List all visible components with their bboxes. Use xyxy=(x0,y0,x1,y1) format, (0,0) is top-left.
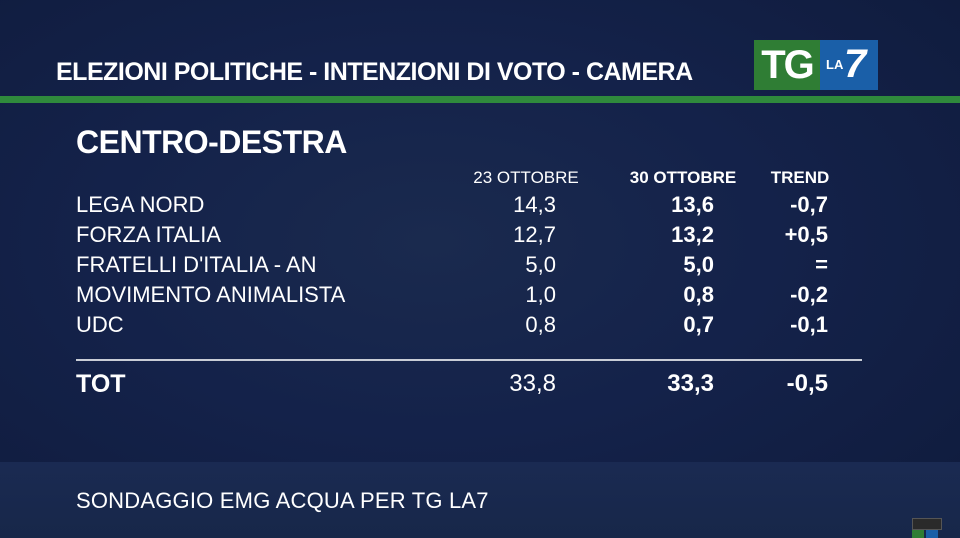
corner-badge xyxy=(912,518,942,530)
corner-blue-square xyxy=(926,530,938,538)
logo-seven: 7 xyxy=(844,42,867,86)
total-trend: -0,5 xyxy=(786,370,828,397)
logo-la7: LA 7 xyxy=(820,40,878,90)
logo-tg: TG xyxy=(754,40,820,90)
column-header-trend: TREND xyxy=(770,168,830,187)
party-name: UDC xyxy=(76,312,124,337)
value-date1: 5,0 xyxy=(525,252,556,277)
value-trend: -0,7 xyxy=(790,192,828,217)
footer-bar: SONDAGGIO EMG ACQUA PER TG LA7 xyxy=(0,462,960,538)
table-row: FORZA ITALIA 12,7 13,2 +0,5 xyxy=(0,222,960,252)
page-title: ELEZIONI POLITICHE - INTENZIONI DI VOTO … xyxy=(56,58,693,86)
value-date1: 12,7 xyxy=(513,222,556,247)
header-divider xyxy=(0,96,960,103)
total-divider xyxy=(76,359,862,361)
party-name: LEGA NORD xyxy=(76,192,205,217)
footer-source: SONDAGGIO EMG ACQUA PER TG LA7 xyxy=(76,488,489,513)
value-date1: 1,0 xyxy=(525,282,556,307)
column-header-date1: 23 OTTOBRE xyxy=(473,168,579,187)
total-label: TOT xyxy=(76,370,126,398)
party-name: MOVIMENTO ANIMALISTA xyxy=(76,282,346,307)
value-date2: 0,8 xyxy=(683,282,714,307)
table-row: LEGA NORD 14,3 13,6 -0,7 xyxy=(0,192,960,222)
value-trend: = xyxy=(815,252,828,277)
table-row: MOVIMENTO ANIMALISTA 1,0 0,8 -0,2 xyxy=(0,282,960,312)
section-title: CENTRO-DESTRA xyxy=(76,124,347,160)
tg-la7-logo: TG LA 7 xyxy=(754,40,878,90)
value-date2: 13,6 xyxy=(671,192,714,217)
total-date1: 33,8 xyxy=(509,370,556,397)
column-header-date2: 30 OTTOBRE xyxy=(629,168,737,187)
value-date2: 0,7 xyxy=(683,312,714,337)
table-row: FRATELLI D'ITALIA - AN 5,0 5,0 = xyxy=(0,252,960,282)
corner-green-square xyxy=(912,530,924,538)
value-trend: +0,5 xyxy=(784,222,828,247)
value-trend: -0,2 xyxy=(790,282,828,307)
party-name: FRATELLI D'ITALIA - AN xyxy=(76,252,317,277)
value-date2: 5,0 xyxy=(683,252,714,277)
value-date2: 13,2 xyxy=(671,222,714,247)
total-date2: 33,3 xyxy=(667,370,714,397)
logo-la: LA xyxy=(826,57,844,72)
party-name: FORZA ITALIA xyxy=(76,222,222,247)
value-date1: 0,8 xyxy=(525,312,556,337)
value-date1: 14,3 xyxy=(513,192,556,217)
table-row: UDC 0,8 0,7 -0,1 xyxy=(0,312,960,342)
value-trend: -0,1 xyxy=(790,312,828,337)
total-row: TOT 33,8 33,3 -0,5 xyxy=(0,370,960,400)
